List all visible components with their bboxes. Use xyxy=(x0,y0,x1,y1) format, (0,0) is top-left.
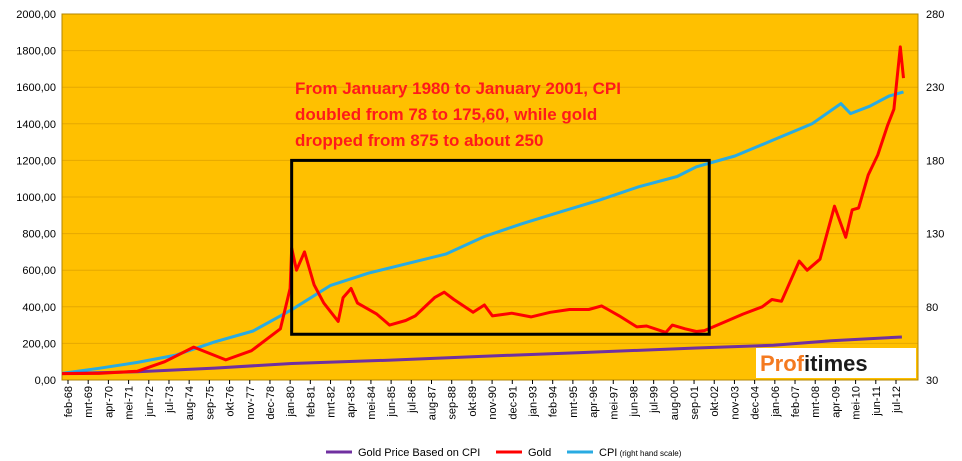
x-tick-label: mrt-82 xyxy=(326,386,338,418)
x-tick-label: apr-09 xyxy=(830,386,842,418)
x-tick-label: feb-07 xyxy=(790,386,802,417)
x-tick-label: jan-06 xyxy=(770,386,782,418)
y2-tick-label: 180 xyxy=(926,155,944,167)
x-tick-label: jul-99 xyxy=(649,386,661,414)
annotation-line-1: From January 1980 to January 2001, CPI xyxy=(295,79,621,98)
y-tick-label: 800,00 xyxy=(22,229,56,241)
y2-tick-label: 30 xyxy=(926,375,938,387)
logo-background xyxy=(756,348,916,378)
legend-label-suffix: (right hand scale) xyxy=(617,449,681,458)
x-tick-label: feb-94 xyxy=(548,386,560,417)
x-tick-label: apr-83 xyxy=(346,386,358,418)
y-tick-label: 1800,00 xyxy=(16,46,56,58)
y-tick-label: 2000,00 xyxy=(16,9,56,21)
x-tick-label: apr-96 xyxy=(588,386,600,418)
x-tick-label: feb-68 xyxy=(63,386,75,417)
x-tick-label: jul-73 xyxy=(164,386,176,414)
x-tick-label: jun-85 xyxy=(386,386,398,418)
x-tick-label: jun-98 xyxy=(628,386,640,418)
x-tick-label: dec-78 xyxy=(265,386,277,420)
annotation-line-3: dropped from 875 to about 250 xyxy=(295,131,543,150)
x-tick-label: aug-00 xyxy=(669,386,681,420)
legend-label: CPI (right hand scale) xyxy=(599,447,682,459)
x-tick-label: dec-04 xyxy=(750,386,762,420)
x-tick-label: apr-70 xyxy=(103,386,115,418)
x-tick-label: dec-91 xyxy=(507,386,519,420)
x-tick-label: jun-11 xyxy=(871,386,883,417)
x-tick-label: okt-89 xyxy=(467,386,479,417)
y2-tick-label: 280 xyxy=(926,9,944,21)
y-tick-label: 200,00 xyxy=(22,338,56,350)
logo-part-3: times xyxy=(810,351,867,376)
logo-part-2: i xyxy=(804,351,810,376)
x-tick-label: jan-80 xyxy=(285,386,297,418)
y2-tick-label: 130 xyxy=(926,229,944,241)
y2-tick-label: 80 xyxy=(926,302,938,314)
gridlines xyxy=(61,13,919,381)
x-tick-label: mei-10 xyxy=(851,386,863,420)
x-tick-label: mei-84 xyxy=(366,386,378,420)
x-tick-label: nov-90 xyxy=(487,386,499,420)
x-tick-label: mrt-95 xyxy=(568,386,580,418)
legend: Gold Price Based on CPI Gold CPI (right ha… xyxy=(326,447,682,459)
x-tick-label: okt-02 xyxy=(709,386,721,417)
x-tick-label: mrt-69 xyxy=(83,386,95,418)
annotation: From January 1980 to January 2001, CPI d… xyxy=(295,79,621,150)
x-tick-label: sep-88 xyxy=(447,386,459,420)
profitimes-logo: Profitimes xyxy=(756,348,916,378)
x-tick-label: mei-71 xyxy=(124,386,136,420)
y-tick-label: 1400,00 xyxy=(16,119,56,131)
series-line xyxy=(61,45,905,376)
x-tick-label: aug-87 xyxy=(427,386,439,420)
x-tick-label: jul-12 xyxy=(891,386,903,414)
legend-label: Gold Price Based on CPI xyxy=(358,447,480,459)
plot-border xyxy=(61,13,919,381)
y-tick-label: 1600,00 xyxy=(16,82,56,94)
x-axis-ticks: feb-68 mrt-69 apr-70 mei-71 jun-72 jul-73 aug-… xyxy=(63,380,903,420)
x-tick-label: mrt-08 xyxy=(810,386,822,418)
x-tick-label: feb-81 xyxy=(305,386,317,417)
logo-part-1: Prof xyxy=(760,351,805,376)
legend-label: Gold xyxy=(528,447,551,459)
y-tick-label: 1000,00 xyxy=(16,192,56,204)
annotation-line-2: doubled from 78 to 175,60, while gold xyxy=(295,105,597,124)
left-axis-ticks: 0,00 200,00 400,00 600,00 800,00 1000,00 1200,… xyxy=(16,9,56,387)
x-tick-label: sep-01 xyxy=(689,386,701,420)
logo-text: Profitimes xyxy=(760,351,868,376)
x-tick-label: aug-74 xyxy=(184,386,196,420)
y-tick-label: 400,00 xyxy=(22,302,56,314)
series-line xyxy=(61,335,902,376)
y2-tick-label: 230 xyxy=(926,82,944,94)
y-tick-label: 1200,00 xyxy=(16,155,56,167)
x-tick-label: nov-03 xyxy=(729,386,741,420)
series-lines xyxy=(61,45,905,376)
x-tick-label: jun-72 xyxy=(144,386,156,418)
y-tick-label: 600,00 xyxy=(22,265,56,277)
highlight-box xyxy=(290,158,711,336)
y-tick-label: 0,00 xyxy=(35,375,56,387)
x-tick-label: okt-76 xyxy=(225,386,237,417)
x-tick-label: jan-93 xyxy=(527,386,539,418)
x-tick-label: mei-97 xyxy=(608,386,620,420)
x-tick-label: sep-75 xyxy=(204,386,216,420)
x-tick-label: jul-86 xyxy=(406,386,418,414)
series-line xyxy=(61,90,904,375)
right-axis-ticks: 30 80 130 180 230 280 xyxy=(926,9,944,387)
x-tick-label: nov-77 xyxy=(245,386,257,420)
